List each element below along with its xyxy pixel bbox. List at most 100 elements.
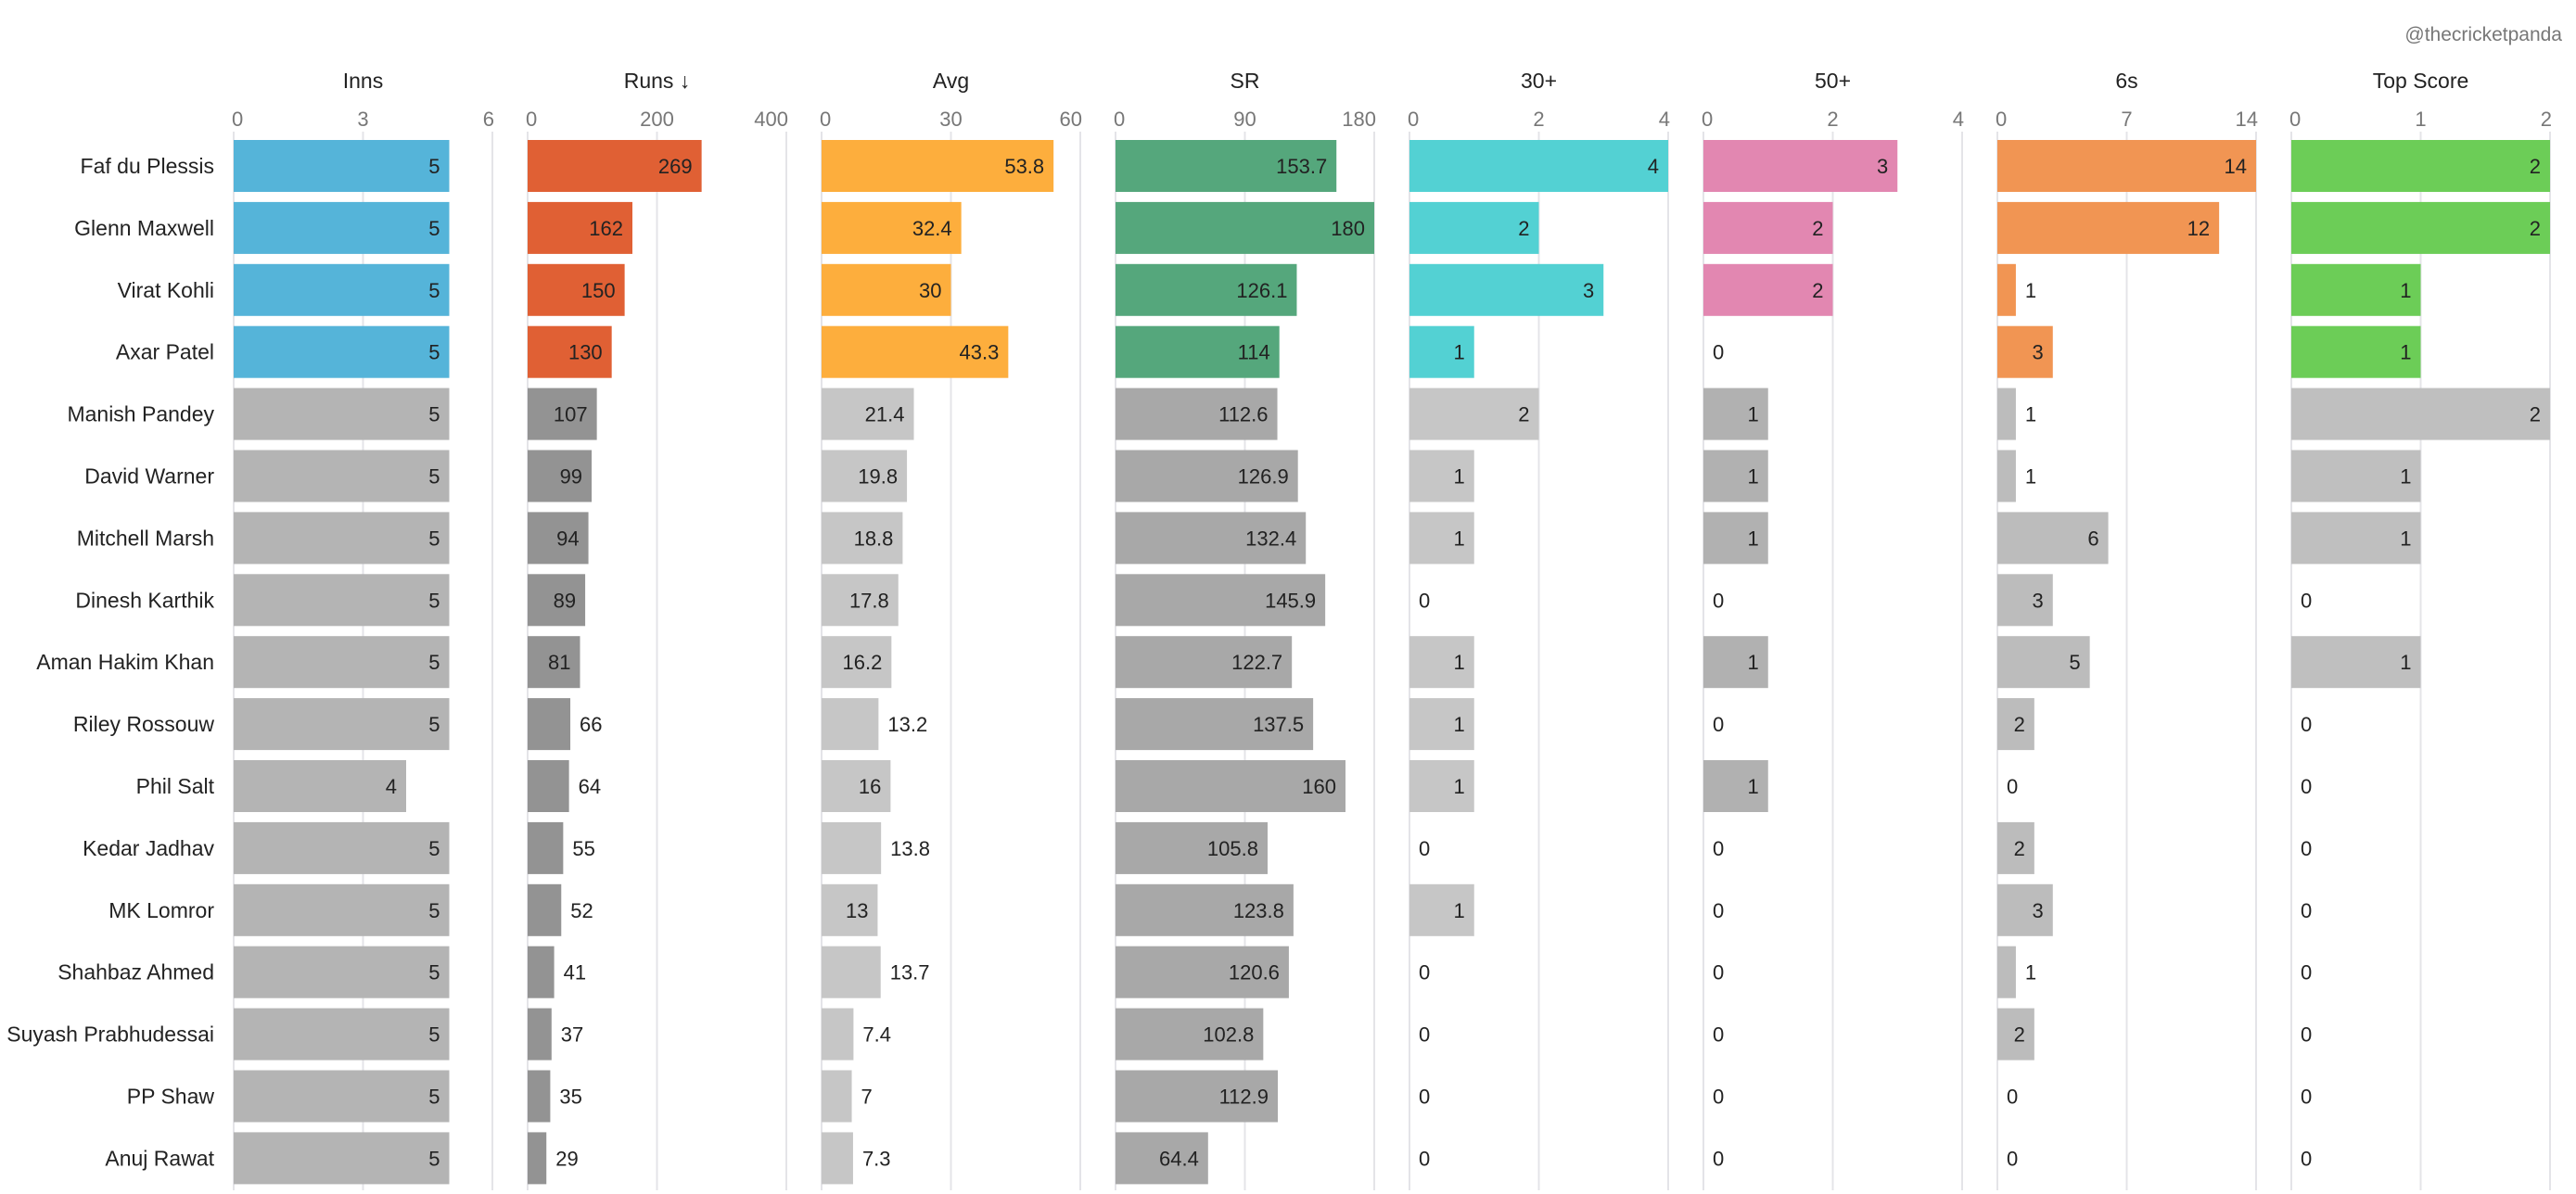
axis-tick-label: 0 <box>1114 108 1125 131</box>
bar-value-label: 112.9 <box>1219 1086 1269 1109</box>
bar <box>1703 201 1833 254</box>
bar-value-label: 5 <box>428 527 440 550</box>
bar-value-label: 137.5 <box>1253 713 1304 736</box>
bar-value-label: 0 <box>2007 1086 2018 1109</box>
player-name: Dinesh Karthik <box>75 588 214 612</box>
bar-value-label: 1 <box>1454 775 1465 798</box>
column-title: Top Score <box>2373 69 2469 93</box>
bar <box>528 760 569 812</box>
bar-value-label: 30 <box>919 279 941 302</box>
bar-value-label: 29 <box>555 1147 578 1170</box>
bar <box>822 387 914 440</box>
bar <box>2291 636 2421 689</box>
bar-value-label: 1 <box>1454 899 1465 922</box>
bar <box>822 263 951 316</box>
bar <box>1997 201 2220 254</box>
bar-value-label: 1 <box>2400 341 2411 364</box>
bar-value-label: 0 <box>2301 589 2312 612</box>
bar-value-label: 130 <box>568 341 603 364</box>
bar-value-label: 153.7 <box>1276 155 1327 178</box>
bar <box>1116 760 1345 812</box>
bar <box>528 140 702 192</box>
player-name: Glenn Maxwell <box>74 216 214 240</box>
bar <box>1997 1008 2034 1061</box>
bar-value-label: 1 <box>1748 651 1759 674</box>
bar-value-label: 17.8 <box>849 589 889 612</box>
bar-value-label: 0 <box>1713 899 1724 922</box>
bar-value-label: 12 <box>2187 217 2210 240</box>
axis-tick-label: 0 <box>820 108 831 131</box>
bar-value-label: 5 <box>428 899 440 922</box>
bar <box>1997 574 2053 627</box>
axis-tick-label: 1 <box>2415 108 2426 131</box>
player-name: Suyash Prabhudessai <box>6 1023 214 1047</box>
bar-value-label: 52 <box>570 899 593 922</box>
bar-value-label: 3 <box>2033 589 2044 612</box>
bar-value-label: 55 <box>572 837 594 860</box>
bar-value-label: 269 <box>658 155 693 178</box>
bar <box>1409 201 1539 254</box>
bar-value-label: 0 <box>2301 713 2312 736</box>
bar-value-label: 0 <box>1419 1086 1430 1109</box>
bar-value-label: 0 <box>1713 961 1724 984</box>
bar <box>234 574 450 627</box>
axis-tick-label: 60 <box>1060 108 1082 131</box>
panel-50: 50+ 0 2 4 3 2 2 0 1 1 1 0 1 0 1 0 0 0 0 0 0 <box>1702 69 1964 1190</box>
column-title: Avg <box>933 69 969 93</box>
bar-value-label: 13 <box>846 899 868 922</box>
bar <box>1997 512 2109 565</box>
bar-value-label: 1 <box>1454 527 1465 550</box>
bar <box>1409 263 1604 316</box>
bar-value-label: 5 <box>428 155 440 178</box>
bar <box>234 325 450 378</box>
bar <box>528 1132 547 1185</box>
bar-value-label: 102.8 <box>1203 1023 1254 1047</box>
bar-value-label: 81 <box>548 651 570 674</box>
bar <box>528 574 586 627</box>
player-name: Faf du Plessis <box>81 154 214 178</box>
bar-value-label: 1 <box>2400 279 2411 302</box>
bar <box>234 1070 450 1123</box>
bar-value-label: 1 <box>1454 341 1465 364</box>
bar <box>1116 698 1314 751</box>
bar-value-label: 37 <box>561 1023 583 1047</box>
bar-value-label: 7.4 <box>862 1023 891 1047</box>
bar-value-label: 13.7 <box>890 961 930 984</box>
bar-value-label: 66 <box>580 713 602 736</box>
bar-value-label: 16 <box>859 775 881 798</box>
axis-tick-label: 4 <box>1659 108 1670 131</box>
bar-value-label: 150 <box>581 279 616 302</box>
bar <box>1703 263 1833 316</box>
bar-value-label: 5 <box>428 279 440 302</box>
bar <box>1409 512 1474 565</box>
bar-value-label: 1 <box>1748 465 1759 489</box>
bar <box>2291 263 2421 316</box>
bar-value-label: 7.3 <box>862 1147 891 1170</box>
axis-tick-label: 180 <box>1342 108 1376 131</box>
bar <box>528 512 589 565</box>
bar-value-label: 64.4 <box>1159 1147 1199 1170</box>
bar <box>822 325 1009 378</box>
bar-value-label: 13.8 <box>890 837 930 860</box>
bar-value-label: 94 <box>556 527 579 550</box>
bar-value-label: 0 <box>2301 961 2312 984</box>
bar-value-label: 1 <box>1454 465 1465 489</box>
column-title: Runs ↓ <box>624 69 691 93</box>
bar-value-label: 4 <box>386 775 397 798</box>
axis-tick-label: 0 <box>1408 108 1419 131</box>
axis-tick-label: 2 <box>1533 108 1544 131</box>
player-name: MK Lomror <box>108 898 214 922</box>
bar-value-label: 1 <box>1748 403 1759 426</box>
player-names: Faf du Plessis Glenn Maxwell Virat Kohli Ax… <box>6 154 214 1170</box>
panel-runs: Runs ↓ 0 200 400 269 162 150 130 107 99 94 89 81 66 64… <box>526 69 788 1190</box>
bar-value-label: 89 <box>554 589 576 612</box>
bar-value-label: 5 <box>428 837 440 860</box>
bar <box>528 387 597 440</box>
bar <box>528 263 625 316</box>
bar-value-label: 2 <box>1812 279 1823 302</box>
bar-value-label: 0 <box>1419 589 1430 612</box>
player-name: Manish Pandey <box>67 402 214 426</box>
bar <box>234 636 450 689</box>
bar <box>528 1070 551 1123</box>
